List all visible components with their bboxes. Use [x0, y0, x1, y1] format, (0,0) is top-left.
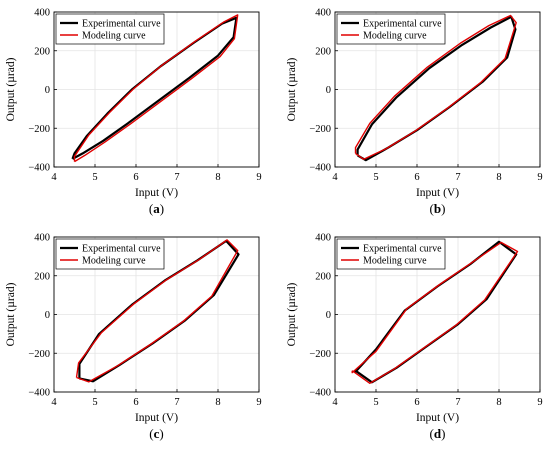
- legend-entry: Modeling curve: [363, 31, 427, 42]
- x-tick-label: 9: [537, 172, 542, 183]
- y-axis-label: Output (µrad): [5, 57, 17, 121]
- x-tick-label: 6: [133, 172, 138, 183]
- y-tick-label: 0: [45, 310, 50, 321]
- y-tick-label: 0: [45, 85, 50, 96]
- x-tick-label: 9: [256, 172, 261, 183]
- experimental-curve-line: [71, 16, 238, 160]
- x-tick-label: 8: [496, 397, 501, 408]
- panel-caption: (d): [430, 426, 446, 441]
- chart-panel-b: 4 5 6 7 8 9 −400 −200 0 200 400 Input (V) Output (µr…: [286, 8, 543, 217]
- panel-caption: (c): [149, 426, 163, 441]
- modeling-curve-line: [75, 239, 239, 383]
- x-tick-label: 4: [51, 397, 57, 408]
- y-tick-label: −200: [28, 124, 50, 135]
- x-tick-label: 5: [92, 172, 97, 183]
- panel-caption: (a): [149, 201, 164, 216]
- x-tick-label: 5: [373, 397, 378, 408]
- x-axis-label: Input (V): [416, 187, 459, 199]
- y-tick-label: −200: [28, 349, 50, 360]
- y-tick-label: 200: [315, 46, 331, 57]
- x-tick-label: 8: [215, 172, 220, 183]
- y-axis-label: Output (µrad): [5, 282, 17, 346]
- x-tick-label: 6: [414, 172, 419, 183]
- modeling-curve-line: [73, 14, 239, 163]
- x-axis-label: Input (V): [416, 412, 459, 424]
- y-tick-label: 400: [315, 8, 331, 19]
- x-tick-label: 5: [92, 397, 97, 408]
- x-tick-label: 6: [414, 397, 419, 408]
- y-tick-label: −400: [309, 163, 331, 174]
- chart-panel-d: 4 5 6 7 8 9 −400 −200 0 200 400 Input (V) Output (µr…: [286, 233, 543, 442]
- y-tick-label: 0: [326, 310, 331, 321]
- x-tick-label: 9: [537, 397, 542, 408]
- modeling-curve-line: [351, 241, 519, 384]
- y-tick-label: −200: [309, 124, 331, 135]
- y-tick-label: 400: [34, 8, 50, 19]
- y-axis-label: Output (µrad): [286, 282, 298, 346]
- legend-entry: Modeling curve: [363, 256, 427, 267]
- legend-entry: Experimental curve: [82, 19, 161, 30]
- x-tick-label: 4: [332, 172, 338, 183]
- legend-entry: Experimental curve: [82, 244, 161, 255]
- legend-box: [336, 13, 446, 45]
- x-tick-label: 5: [373, 172, 378, 183]
- y-tick-label: 400: [315, 233, 331, 244]
- modeling-curve-line: [354, 14, 517, 161]
- legend-entry: Modeling curve: [82, 256, 146, 267]
- y-tick-label: 200: [34, 271, 50, 282]
- x-tick-label: 9: [256, 397, 261, 408]
- legend-box: [55, 13, 165, 45]
- x-tick-label: 7: [174, 397, 179, 408]
- x-tick-label: 7: [455, 397, 460, 408]
- legend-entry: Modeling curve: [82, 31, 146, 42]
- y-tick-label: −200: [309, 349, 331, 360]
- x-tick-label: 4: [51, 172, 57, 183]
- y-axis-label: Output (µrad): [286, 57, 298, 121]
- y-tick-label: 200: [315, 271, 331, 282]
- y-tick-label: −400: [28, 163, 50, 174]
- y-tick-label: 0: [326, 85, 331, 96]
- chart-panel-c: 4 5 6 7 8 9 −400 −200 0 200 400 Input (V) Output (µr…: [5, 233, 262, 442]
- legend-entry: Experimental curve: [363, 19, 442, 30]
- legend-entry: Experimental curve: [363, 244, 442, 255]
- x-tick-label: 8: [215, 397, 220, 408]
- legend-box: [336, 238, 446, 270]
- legend-box: [55, 238, 165, 270]
- x-tick-label: 7: [455, 172, 460, 183]
- x-axis-label: Input (V): [135, 187, 178, 199]
- panel-caption: (b): [430, 201, 446, 216]
- y-tick-label: −400: [309, 388, 331, 399]
- y-tick-label: −400: [28, 388, 50, 399]
- x-tick-label: 7: [174, 172, 179, 183]
- x-tick-label: 4: [332, 397, 338, 408]
- chart-panel-a: 4 5 6 7 8 9 −400 −200 0 200 400 Input (V) Output (µr…: [5, 8, 262, 217]
- x-axis-label: Input (V): [135, 412, 178, 424]
- y-tick-label: 200: [34, 46, 50, 57]
- x-tick-label: 6: [133, 397, 138, 408]
- y-tick-label: 400: [34, 233, 50, 244]
- x-tick-label: 8: [496, 172, 501, 183]
